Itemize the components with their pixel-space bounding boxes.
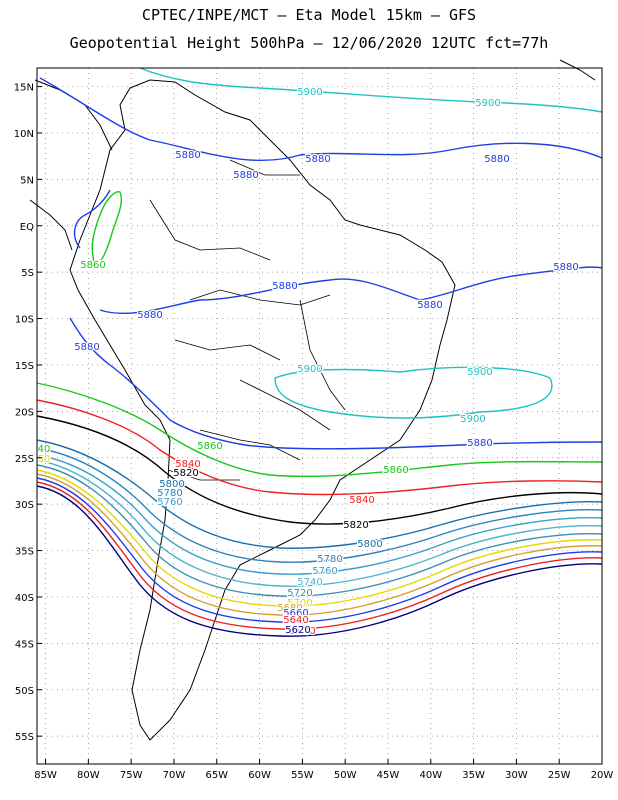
contour-label: 5880 (175, 150, 200, 161)
contour-5740 (36, 459, 603, 587)
contour-5700 (36, 469, 603, 607)
lon-label: 85W (34, 770, 57, 781)
axis-ticks: 15N 10N 5N EQ 5S 10S 15S 20S 25S 30S 35S 40S 45S 50S 5… (14, 83, 614, 781)
contour-label: 5900 (460, 414, 485, 425)
contour-label-edge: 50 (38, 454, 51, 465)
lon-label: 75W (120, 770, 143, 781)
contour-label: 5860 (80, 260, 105, 271)
lat-label: 40S (15, 593, 34, 604)
contour-5900 (274, 366, 553, 419)
contour-5800 (36, 439, 603, 549)
lon-label: 20W (591, 770, 614, 781)
lat-label: 10N (14, 129, 34, 140)
lon-label: 50W (334, 770, 357, 781)
contour-label: 5660 (283, 608, 308, 619)
contour-label: 5880 (484, 154, 509, 165)
coastline (29, 59, 596, 741)
contour-label: 5700 (287, 598, 312, 609)
contour-label: 5680 (277, 603, 302, 614)
contour-label: 5840 (175, 459, 200, 470)
contour-label: 5880 (305, 154, 330, 165)
contour-5780 (36, 447, 603, 563)
contour-5880 (69, 317, 603, 450)
lat-label: EQ (20, 222, 34, 233)
contour-label: 5800 (159, 479, 184, 490)
contour-label: 5900 (475, 98, 500, 109)
contour-labels: 5900 5900 5900 5900 5900 5880 5880 5880 5880 5880… (36, 86, 580, 639)
contour-label: 5740 (297, 577, 322, 588)
lon-label: 70W (163, 770, 186, 781)
contour-5760 (36, 454, 603, 575)
contour-5840 (36, 399, 603, 496)
contour-label: 5780 (317, 554, 342, 565)
lat-label: 30S (15, 500, 34, 511)
contour-label: 5860 (383, 465, 408, 476)
lon-label: 30W (505, 770, 528, 781)
contour-label-edge: 40 (38, 444, 51, 455)
contour-label: 5880 (417, 300, 442, 311)
contour-label: 5820 (173, 468, 198, 479)
contour-5900 (139, 67, 603, 113)
contour-label: 5900 (297, 87, 322, 98)
contour-label: 5840 (349, 495, 374, 506)
lon-label: 60W (248, 770, 271, 781)
contour-label: 5880 (272, 281, 297, 292)
contour-label: 5880 (467, 438, 492, 449)
contour-5860 (91, 191, 122, 266)
contour-label: 5620 (285, 625, 310, 636)
lat-label: 35S (15, 547, 34, 558)
contour-5640 (36, 481, 603, 630)
country-borders (149, 159, 346, 481)
graticule (37, 68, 603, 764)
contour-label: 5860 (197, 441, 222, 452)
lon-label: 25W (548, 770, 571, 781)
contour-label: 5640 (283, 615, 308, 626)
contour-5720 (36, 464, 603, 597)
contour-5880 (73, 189, 111, 249)
contour-label: 5820 (343, 520, 368, 531)
contour-5880 (39, 77, 603, 162)
lat-label: 45S (15, 639, 34, 650)
contour-label: 5880 (233, 170, 258, 181)
contour-label: 5760 (312, 566, 337, 577)
lat-label: 5N (20, 175, 34, 186)
contour-label: 5900 (467, 367, 492, 378)
map-frame (36, 67, 603, 765)
contour-5620 (36, 485, 603, 637)
lat-label: 25S (15, 454, 34, 465)
lat-label: 5S (21, 268, 34, 279)
lat-label: 55S (15, 732, 34, 743)
contour-lines (36, 67, 603, 637)
contour-5680 (36, 473, 603, 616)
contour-label: 5840 (290, 626, 315, 637)
contour-label: 5880 (137, 310, 162, 321)
lon-label: 80W (77, 770, 100, 781)
lat-label: 50S (15, 686, 34, 697)
map-title: CPTEC/INPE/MCT – Eta Model 15km – GFS (141, 6, 477, 24)
lon-label: 55W (291, 770, 314, 781)
lat-label: 10S (15, 315, 34, 326)
contour-label: 5800 (357, 539, 382, 550)
lat-label: 15N (14, 83, 34, 94)
contour-label: 5780 (157, 488, 182, 499)
lat-label: 15S (15, 361, 34, 372)
contour-label: 5880 (74, 342, 99, 353)
contour-5860 (36, 382, 603, 478)
contour-label: 5720 (287, 588, 312, 599)
contour-label: 5900 (297, 364, 322, 375)
lon-label: 65W (205, 770, 228, 781)
lon-label: 40W (419, 770, 442, 781)
contour-5820 (36, 415, 603, 525)
lat-label: 20S (15, 407, 34, 418)
contour-label: 5880 (553, 262, 578, 273)
lon-label: 35W (462, 770, 485, 781)
map-subtitle: Geopotential Height 500hPa – 12/06/2020 … (69, 34, 549, 52)
contour-label: 5760 (157, 497, 182, 508)
contour-5660 (36, 477, 603, 623)
contour-5880 (99, 266, 603, 315)
lon-label: 45W (377, 770, 400, 781)
